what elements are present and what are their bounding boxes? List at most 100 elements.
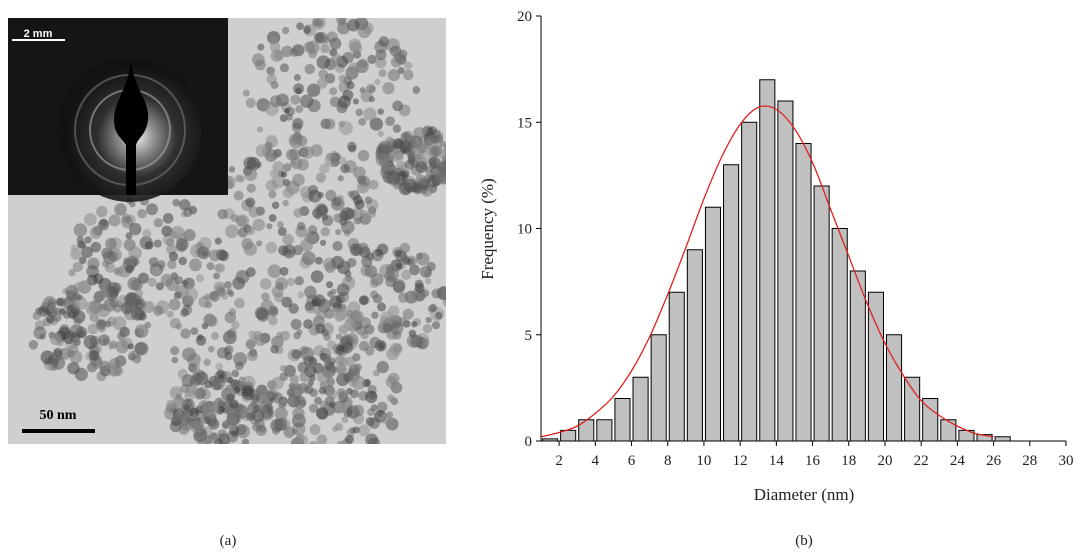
- particle: [352, 98, 359, 105]
- particle: [172, 198, 181, 207]
- particle: [296, 22, 304, 30]
- particle: [256, 126, 263, 133]
- particle: [329, 365, 338, 374]
- particle: [174, 411, 185, 422]
- particle: [211, 332, 219, 340]
- x-tick-label: 4: [592, 453, 600, 469]
- particle: [203, 416, 211, 425]
- particle: [407, 148, 415, 157]
- panel-caption: (b): [795, 533, 813, 549]
- x-tick-label: 24: [950, 453, 966, 469]
- particle: [84, 301, 94, 311]
- particle: [144, 240, 154, 250]
- y-tick-label: 15: [517, 115, 532, 131]
- particle: [277, 399, 287, 409]
- x-tick-label: 18: [841, 453, 856, 469]
- particle: [320, 43, 330, 54]
- particle: [398, 292, 409, 303]
- particle: [246, 157, 261, 171]
- particle: [335, 228, 342, 236]
- particle: [338, 74, 348, 84]
- particle: [371, 311, 379, 320]
- particle: [288, 303, 299, 314]
- particle: [175, 323, 183, 330]
- particle: [304, 285, 317, 299]
- particle: [88, 350, 100, 361]
- particle: [303, 25, 312, 34]
- particle: [315, 323, 326, 334]
- particle: [300, 238, 314, 252]
- particle: [329, 37, 342, 50]
- particle: [180, 328, 191, 339]
- particle: [372, 293, 383, 304]
- particle: [248, 336, 258, 347]
- x-tick-label: 8: [664, 453, 672, 469]
- particle: [308, 441, 318, 444]
- particle: [331, 446, 341, 456]
- particle: [271, 376, 284, 390]
- particle: [385, 276, 397, 288]
- particle: [450, 157, 459, 166]
- particle: [425, 316, 432, 323]
- particle: [337, 175, 344, 182]
- particle: [447, 160, 461, 174]
- particle: [270, 345, 279, 354]
- particle: [67, 349, 75, 358]
- particle: [332, 240, 343, 252]
- particle: [330, 449, 340, 459]
- particle: [181, 374, 195, 388]
- particle: [324, 308, 335, 319]
- particle: [210, 379, 222, 391]
- particle: [446, 155, 459, 168]
- particle: [357, 24, 372, 39]
- particle: [336, 194, 344, 202]
- particle: [314, 445, 327, 458]
- particle: [323, 333, 331, 341]
- particle: [403, 178, 418, 193]
- particle: [437, 161, 446, 173]
- particle: [337, 345, 344, 352]
- particle: [320, 226, 330, 237]
- particle: [119, 326, 128, 334]
- particle: [221, 445, 230, 454]
- particle: [295, 87, 302, 95]
- particle: [274, 292, 284, 303]
- particle: [292, 117, 304, 130]
- particle: [390, 322, 404, 335]
- bar: [994, 436, 1011, 442]
- particle: [153, 239, 162, 248]
- particle: [251, 422, 262, 432]
- bar: [867, 291, 884, 442]
- particle: [218, 406, 226, 413]
- particle: [76, 294, 83, 301]
- particle: [377, 154, 384, 161]
- particle: [271, 201, 280, 209]
- particle: [304, 301, 315, 311]
- particle: [307, 83, 321, 97]
- particle: [285, 113, 293, 121]
- particle: [357, 149, 370, 162]
- particle: [206, 315, 218, 327]
- particle: [77, 330, 86, 339]
- particle: [292, 173, 305, 187]
- particle: [325, 189, 337, 201]
- particle: [399, 253, 409, 263]
- particle: [245, 197, 256, 208]
- particle: [301, 145, 314, 159]
- particle: [274, 406, 288, 421]
- particle: [304, 385, 314, 395]
- particle: [129, 222, 142, 236]
- particle: [390, 148, 404, 163]
- particle: [397, 66, 405, 74]
- particle: [72, 261, 83, 272]
- particle: [382, 322, 393, 334]
- particle: [337, 156, 347, 165]
- particle: [376, 401, 388, 413]
- particle: [308, 360, 317, 370]
- particle: [190, 327, 199, 336]
- x-tick-label: 14: [769, 453, 785, 469]
- particle: [377, 108, 385, 115]
- particle: [372, 369, 380, 377]
- particle: [220, 441, 231, 444]
- particle: [246, 226, 256, 236]
